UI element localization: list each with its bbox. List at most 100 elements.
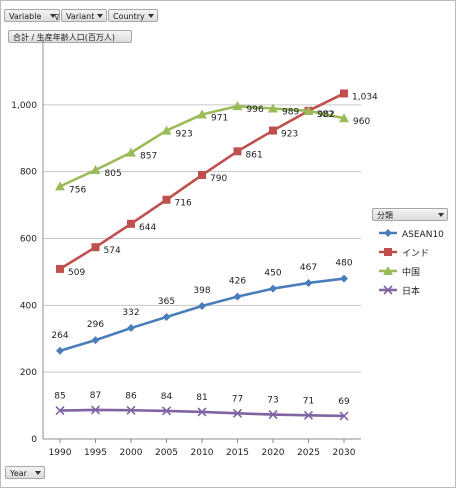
series-layer: 264 296 332 365 398 426 450 467 480 509 574 644 716 7…: [51, 89, 378, 421]
data-label: 574: [104, 246, 121, 256]
x-tick-label: 2015: [226, 448, 249, 458]
data-label: 296: [87, 320, 104, 330]
legend-marker: [384, 248, 392, 256]
axes: 0 200 400 600 800 1,000 1990 1995 2000 2005 2010 20…: [11, 38, 361, 458]
data-point: [232, 408, 243, 418]
data-label: 861: [246, 150, 263, 160]
data-point: [127, 324, 135, 333]
data-label: 644: [139, 223, 156, 233]
data-point: [161, 406, 172, 416]
data-label: 996: [247, 105, 264, 115]
data-label: 805: [105, 169, 122, 179]
variable-field-button[interactable]: Variable: [4, 9, 60, 22]
y-tick-label: 0: [31, 435, 37, 445]
data-label: 332: [122, 308, 139, 318]
chevron-down-icon: [148, 14, 154, 18]
data-point: [55, 406, 65, 416]
data-label: 69: [338, 397, 350, 407]
legend-entry: 日本: [402, 285, 420, 297]
marker-stroke: [126, 405, 136, 415]
variant-field-label: Variant: [66, 12, 95, 21]
data-point: [161, 125, 172, 135]
data-point: [91, 336, 100, 345]
marker-stroke: [55, 406, 65, 416]
data-label: 81: [196, 393, 207, 403]
data-point: [340, 274, 348, 283]
data-label: 73: [267, 396, 278, 406]
marker-stroke: [90, 405, 101, 415]
data-point: [127, 219, 135, 228]
year-field-label: Year: [10, 469, 27, 478]
data-label: 480: [335, 259, 352, 269]
y-tick-label: 600: [20, 235, 37, 245]
series-china: 756 805 857 923 971 996 989 982 960: [55, 101, 370, 195]
filter-icon: ⊽: [54, 13, 60, 22]
data-point: [91, 243, 100, 252]
data-label: 857: [140, 152, 157, 162]
data-point: [233, 147, 242, 156]
data-label: 84: [161, 392, 173, 402]
data-label: 716: [175, 199, 192, 209]
measure-field-button[interactable]: 合計 / 生産年齢人口(百万人): [8, 30, 132, 43]
data-point: [197, 109, 207, 119]
data-label: 989: [282, 108, 299, 118]
data-point: [198, 302, 206, 311]
chevron-down-icon: [35, 471, 41, 475]
x-tick-label: 2010: [191, 448, 214, 458]
x-tick-label: 1995: [84, 448, 107, 458]
data-point: [162, 313, 171, 322]
data-point: [339, 411, 349, 421]
data-point: [55, 181, 65, 191]
marker-stroke: [232, 408, 243, 418]
y-tick-label: 1,000: [11, 101, 37, 111]
legend-field-label: 分類: [377, 211, 393, 220]
data-label: 86: [125, 391, 137, 401]
data-label: 77: [232, 394, 243, 404]
data-point: [340, 89, 348, 98]
series-japan: 85 87 86 84 81 77 73 71 69: [54, 391, 350, 421]
data-point: [339, 113, 349, 123]
data-label: 398: [193, 286, 210, 296]
data-label: 426: [229, 277, 246, 287]
legend-marker: [383, 266, 393, 275]
data-point: [303, 410, 314, 420]
data-label: 509: [68, 268, 85, 278]
data-point: [198, 171, 206, 180]
chevron-down-icon: [97, 14, 103, 18]
data-point: [304, 278, 313, 287]
country-field-label: Country: [113, 12, 145, 21]
legend-field-button[interactable]: 分類: [372, 208, 448, 221]
legend-entry: インド: [402, 249, 429, 259]
country-field-button[interactable]: Country: [108, 9, 158, 22]
marker-stroke: [303, 410, 314, 420]
data-label: 923: [176, 130, 193, 140]
data-point: [56, 346, 64, 355]
marker-stroke: [197, 407, 207, 417]
grid: [43, 104, 361, 373]
data-label: 450: [264, 269, 281, 279]
data-label: 790: [210, 174, 227, 184]
x-tick-label: 2000: [120, 448, 143, 458]
data-label: 264: [51, 331, 68, 341]
data-label: 71: [303, 396, 314, 406]
data-label: 1,034: [352, 92, 378, 102]
y-tick-label: 400: [20, 301, 37, 311]
data-point: [197, 407, 207, 417]
marker-stroke: [161, 406, 172, 416]
year-field-button[interactable]: Year: [5, 466, 45, 479]
data-label: 982: [318, 110, 335, 120]
legend-marker: [384, 229, 392, 237]
data-label: 923: [281, 130, 298, 140]
data-point: [268, 410, 278, 420]
data-point: [269, 284, 277, 293]
x-tick-label: 2030: [333, 448, 356, 458]
x-tick-label: 1990: [49, 448, 72, 458]
chevron-down-icon: [50, 14, 56, 18]
variant-field-button[interactable]: ⊽ Variant: [54, 9, 107, 22]
data-point: [56, 264, 64, 273]
variable-field-label: Variable: [9, 12, 42, 21]
marker-stroke: [339, 411, 349, 421]
